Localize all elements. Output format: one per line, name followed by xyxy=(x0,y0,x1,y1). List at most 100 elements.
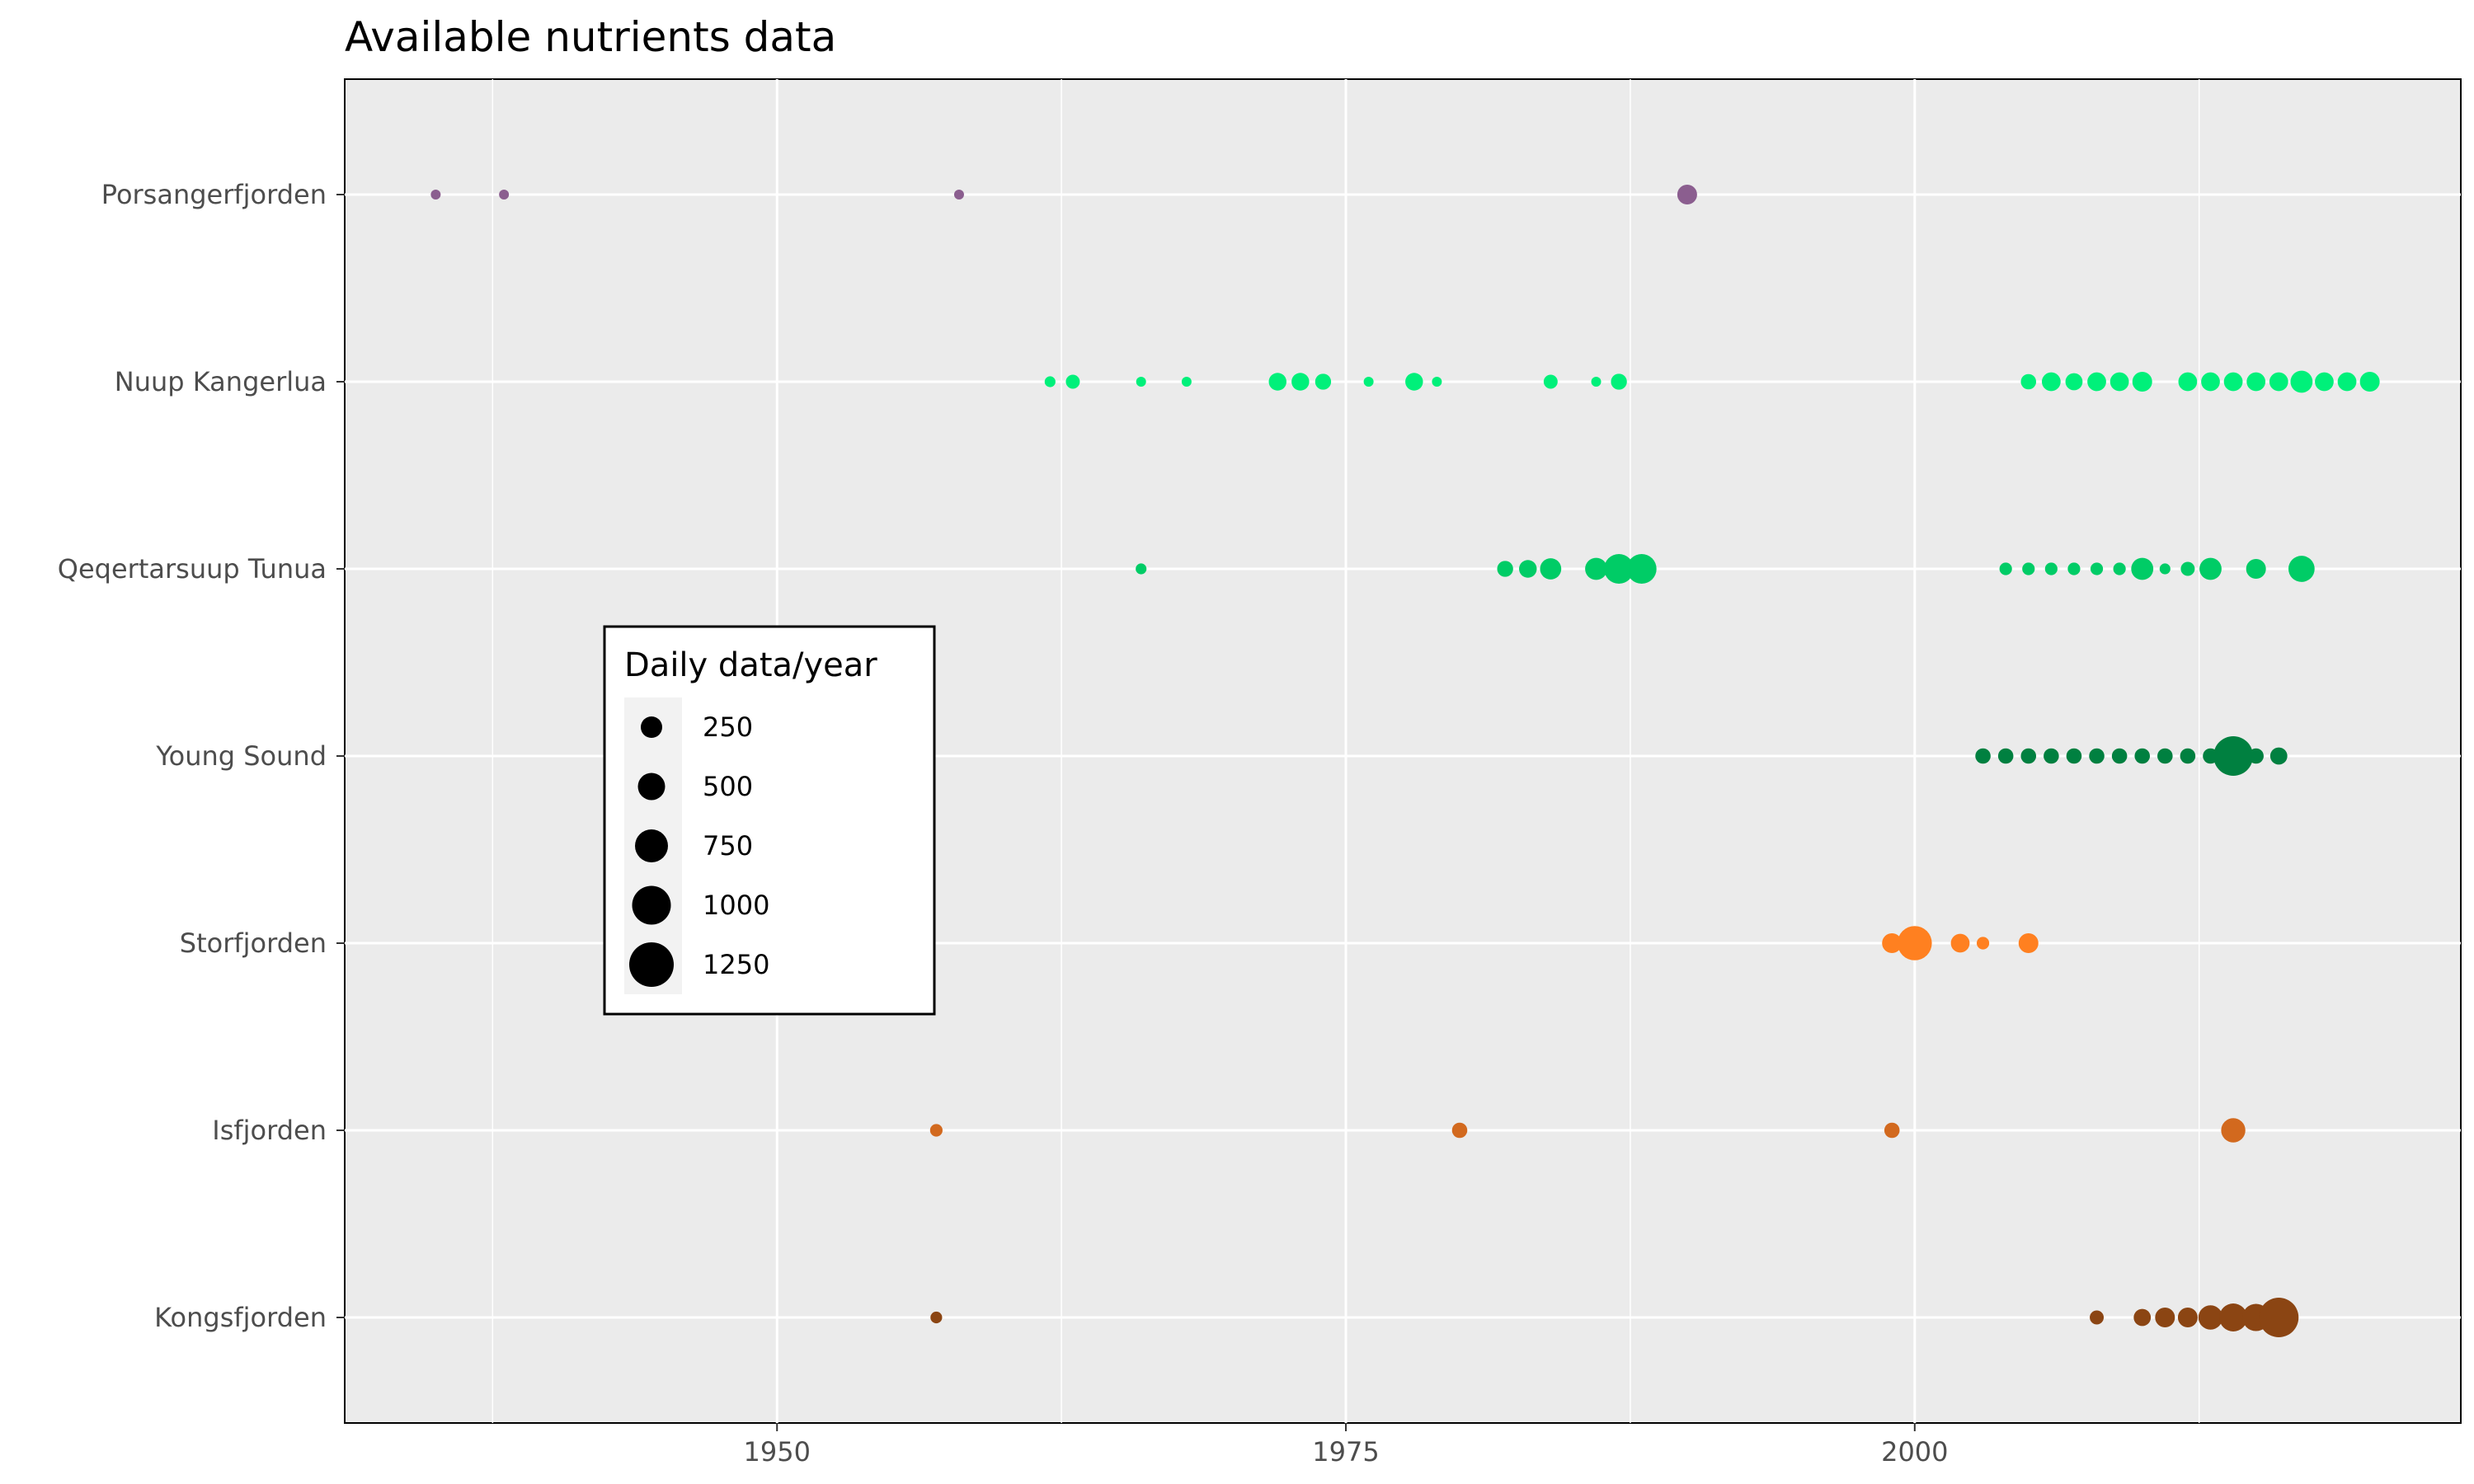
data-point xyxy=(2180,748,2196,764)
data-point xyxy=(2134,748,2151,764)
y-tick-label: Nuup Kangerlua xyxy=(115,366,327,397)
data-point xyxy=(1405,373,1423,391)
data-point xyxy=(2044,562,2058,575)
data-point xyxy=(1540,558,1562,580)
data-point xyxy=(1677,185,1697,204)
data-point xyxy=(2269,372,2288,392)
data-point xyxy=(1136,377,1146,387)
data-point xyxy=(1543,374,1558,389)
y-tick-label: Isfjorden xyxy=(212,1115,327,1146)
y-tick-label: Qeqertarsuup Tunua xyxy=(58,553,327,585)
x-tick-label: 1975 xyxy=(1312,1436,1379,1468)
legend-title: Daily data/year xyxy=(624,646,877,684)
chart-title: Available nutrients data xyxy=(345,13,836,61)
data-point xyxy=(2066,748,2082,764)
data-point xyxy=(1950,933,1970,953)
data-point xyxy=(1591,377,1602,387)
data-point xyxy=(2288,556,2315,582)
data-point xyxy=(2089,748,2105,764)
data-point xyxy=(2067,562,2081,575)
legend-label: 1000 xyxy=(703,890,769,921)
data-point xyxy=(2315,372,2334,392)
y-tick-label: Young Sound xyxy=(155,740,327,772)
legend-label: 750 xyxy=(703,830,753,862)
data-point xyxy=(953,190,964,200)
data-point xyxy=(2132,372,2152,392)
data-point xyxy=(1432,377,1442,387)
data-point xyxy=(2223,372,2243,392)
data-point xyxy=(1363,377,1374,387)
data-point xyxy=(1976,937,1990,950)
data-point xyxy=(1065,374,1080,389)
legend-items: 250 500 750 1000 1250 xyxy=(624,697,769,994)
data-point xyxy=(1882,933,1903,953)
data-point xyxy=(1181,377,1192,387)
data-point xyxy=(2219,1303,2248,1331)
data-point xyxy=(1519,560,1537,578)
x-tick-label: 2000 xyxy=(1881,1436,1948,1468)
data-point xyxy=(2199,557,2222,580)
data-point xyxy=(1604,554,1634,584)
data-point xyxy=(430,190,441,200)
data-point xyxy=(2177,1308,2198,1327)
data-point xyxy=(2337,372,2357,392)
y-axis: Kongsfjorden Isfjorden Storfjorden Young So… xyxy=(58,179,345,1333)
data-point xyxy=(1884,1122,1900,1139)
data-point xyxy=(2159,563,2171,575)
data-point xyxy=(1999,562,2012,575)
data-point xyxy=(2221,1118,2246,1143)
data-point xyxy=(2359,372,2380,392)
data-point xyxy=(2041,372,2061,392)
data-point xyxy=(1291,373,1310,391)
data-point xyxy=(1898,926,1932,960)
legend-key xyxy=(641,716,662,738)
data-point xyxy=(2111,748,2128,764)
data-point xyxy=(1315,373,1332,390)
data-point xyxy=(2090,1310,2105,1325)
data-point xyxy=(1626,554,1657,584)
data-point xyxy=(2133,1308,2152,1327)
legend-label: 500 xyxy=(703,771,753,802)
data-point xyxy=(2269,747,2288,765)
data-point xyxy=(2201,372,2220,392)
y-tick-label: Porsangerfjorden xyxy=(101,179,327,210)
data-point xyxy=(2131,557,2154,580)
data-point xyxy=(930,1311,943,1324)
data-point xyxy=(2157,748,2173,764)
data-point xyxy=(1997,748,2014,764)
data-point xyxy=(2018,933,2039,953)
legend-key xyxy=(629,942,674,987)
legend-label: 1250 xyxy=(703,949,769,980)
points-layer xyxy=(430,185,2380,1337)
data-point xyxy=(2087,372,2106,392)
x-tick-label: 1950 xyxy=(744,1436,811,1468)
data-point xyxy=(499,190,510,200)
legend-label: 250 xyxy=(703,711,753,743)
data-point xyxy=(1585,557,1607,580)
data-point xyxy=(2020,748,2037,764)
data-point xyxy=(2044,748,2059,764)
legend-key xyxy=(637,773,666,801)
data-point xyxy=(2020,373,2037,390)
x-axis: 1950 1975 2000 xyxy=(744,1423,1949,1468)
data-point xyxy=(929,1124,943,1137)
data-point xyxy=(1268,373,1286,391)
data-point xyxy=(2113,562,2126,575)
legend-key xyxy=(635,829,668,862)
data-point xyxy=(1451,1122,1468,1139)
data-point xyxy=(2290,370,2313,393)
y-tick-label: Storfjorden xyxy=(180,928,327,959)
data-point xyxy=(2155,1308,2175,1327)
data-point xyxy=(2180,561,2195,576)
y-tick-label: Kongsfjorden xyxy=(154,1302,327,1333)
data-point xyxy=(2246,372,2266,392)
data-point xyxy=(2065,373,2083,391)
data-point xyxy=(2198,1305,2223,1330)
data-point xyxy=(2178,372,2198,392)
data-point xyxy=(1975,748,1991,764)
data-point xyxy=(2259,1298,2299,1337)
size-legend: Daily data/year 250 500 750 1000 1250 xyxy=(603,625,936,1016)
data-point xyxy=(2022,562,2035,575)
